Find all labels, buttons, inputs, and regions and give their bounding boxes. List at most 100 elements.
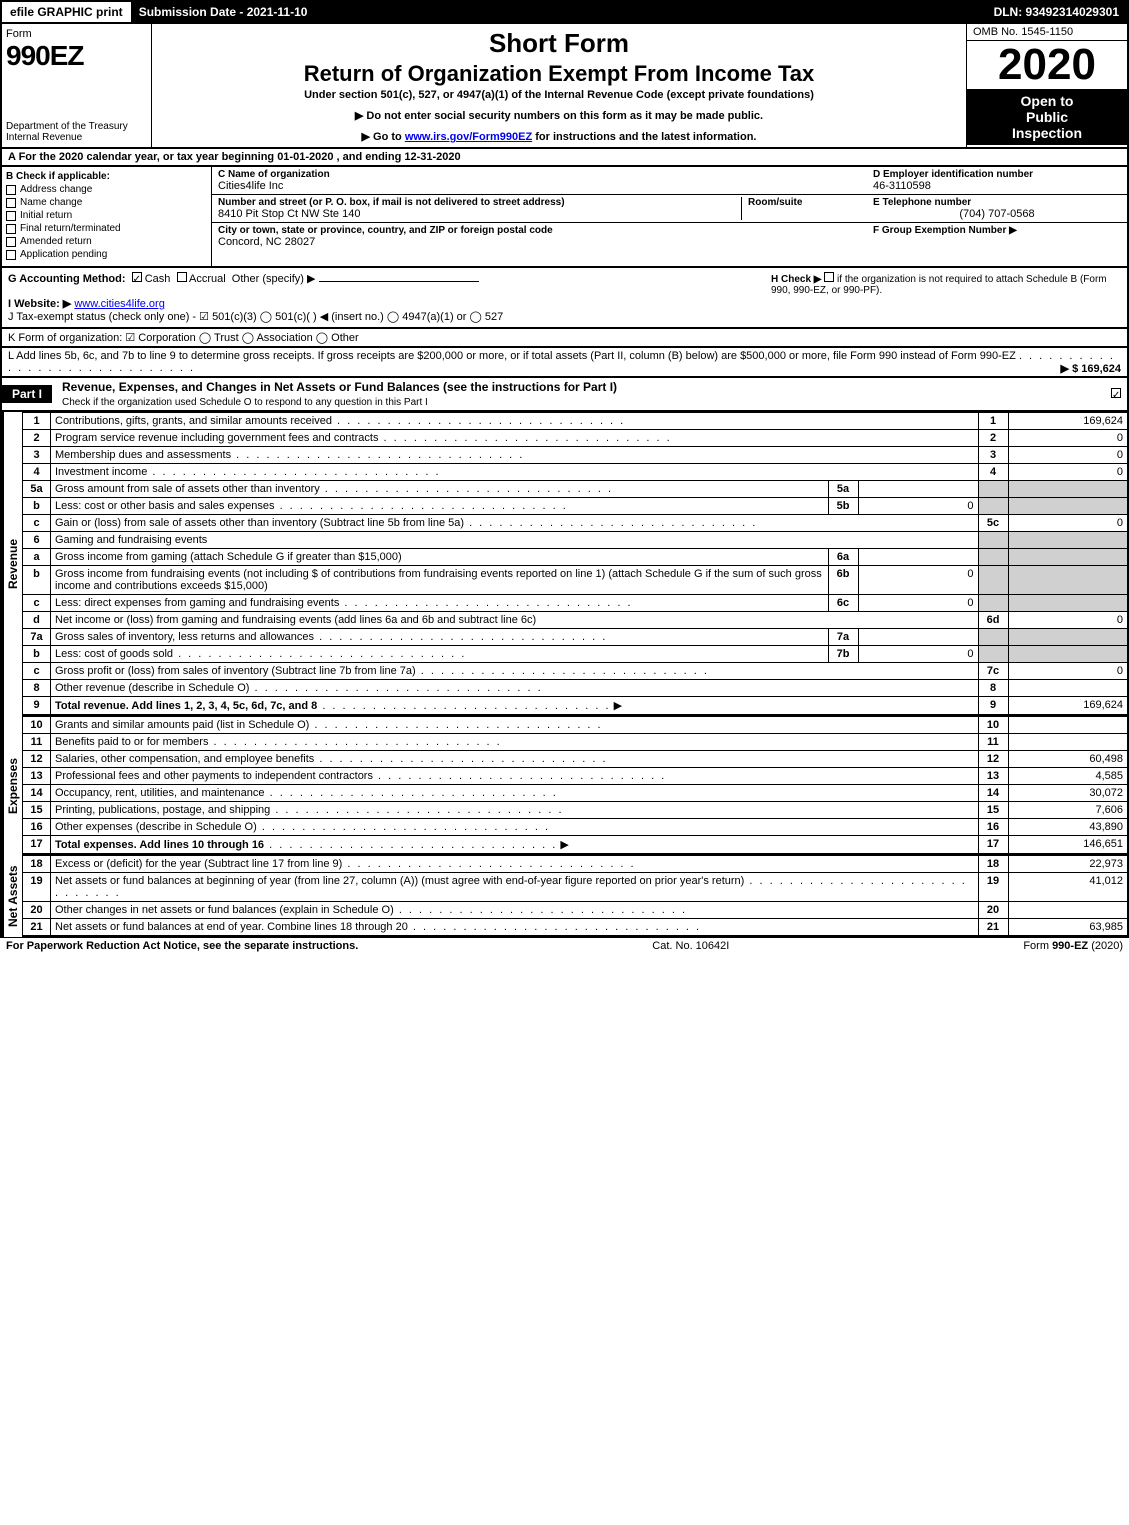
revenue-label: Revenue	[2, 412, 22, 716]
revenue-section: Revenue 1Contributions, gifts, grants, a…	[0, 412, 1129, 716]
line-17: 17Total expenses. Add lines 10 through 1…	[23, 836, 1129, 855]
line-21: 21Net assets or fund balances at end of …	[23, 919, 1129, 937]
chk-schedule-b[interactable]	[824, 272, 834, 282]
label-addr: Number and street (or P. O. box, if mail…	[218, 197, 741, 208]
box-d: D Employer identification number 46-3110…	[867, 167, 1127, 195]
part1-tag: Part I	[2, 385, 52, 403]
row-h: H Check ▶ if the organization is not req…	[761, 272, 1121, 323]
line-7c: cGross profit or (loss) from sales of in…	[23, 663, 1129, 680]
chk-accrual[interactable]	[177, 272, 187, 282]
chk-initial-return[interactable]: Initial return	[6, 210, 207, 221]
open1: Open to	[971, 93, 1123, 109]
submission-date: Submission Date - 2021-11-10	[131, 2, 316, 22]
line-8: 8Other revenue (describe in Schedule O)8	[23, 680, 1129, 697]
line-19: 19Net assets or fund balances at beginni…	[23, 873, 1129, 902]
website-link[interactable]: www.cities4life.org	[74, 298, 164, 310]
info-block: B Check if applicable: Address change Na…	[0, 167, 1129, 268]
addr-row: Number and street (or P. O. box, if mail…	[212, 195, 867, 223]
part1-header: Part I Revenue, Expenses, and Changes in…	[0, 378, 1129, 412]
dept-irs: Internal Revenue	[6, 132, 147, 143]
line-6b: bGross income from fundraising events (n…	[23, 566, 1129, 595]
netassets-label: Net Assets	[2, 855, 22, 937]
form-header: Form 990EZ Department of the Treasury In…	[0, 24, 1129, 149]
netassets-table: 18Excess or (deficit) for the year (Subt…	[22, 855, 1129, 937]
row-g: G Accounting Method: Cash Accrual Other …	[8, 272, 761, 323]
line-6d: dNet income or (loss) from gaming and fu…	[23, 612, 1129, 629]
label-room: Room/suite	[748, 197, 861, 208]
line-18: 18Excess or (deficit) for the year (Subt…	[23, 856, 1129, 873]
row-l-text: L Add lines 5b, 6c, and 7b to line 9 to …	[8, 350, 1016, 362]
line-2: 2Program service revenue including gover…	[23, 430, 1129, 447]
phone-value: (704) 707-0568	[873, 208, 1121, 220]
box-e: E Telephone number (704) 707-0568	[867, 195, 1127, 223]
row-a-calendar-year: A For the 2020 calendar year, or tax yea…	[0, 149, 1129, 167]
box-b-title: B Check if applicable:	[6, 171, 207, 182]
line-5c: cGain or (loss) from sale of assets othe…	[23, 515, 1129, 532]
line-6c: cLess: direct expenses from gaming and f…	[23, 595, 1129, 612]
label-h: H Check ▶	[771, 274, 821, 285]
footer-cat: Cat. No. 10642I	[652, 940, 729, 952]
title-return: Return of Organization Exempt From Incom…	[160, 61, 958, 87]
room-cell: Room/suite	[741, 197, 861, 220]
expenses-section: Expenses 10Grants and similar amounts pa…	[0, 716, 1129, 855]
line-14: 14Occupancy, rent, utilities, and mainte…	[23, 785, 1129, 802]
line-5a: 5aGross amount from sale of assets other…	[23, 481, 1129, 498]
footer-form: Form 990-EZ (2020)	[1023, 940, 1123, 952]
label-accounting: G Accounting Method:	[8, 273, 126, 285]
chk-address-change[interactable]: Address change	[6, 184, 207, 195]
row-k: K Form of organization: ☑ Corporation ◯ …	[0, 329, 1129, 348]
goto-pre: ▶ Go to	[362, 131, 405, 143]
goto-instructions: ▶ Go to www.irs.gov/Form990EZ for instru…	[160, 130, 958, 143]
label-group-exemption: F Group Exemption Number ▶	[873, 225, 1121, 236]
label-website: I Website: ▶	[8, 298, 71, 310]
line-7b: bLess: cost of goods sold7b0	[23, 646, 1129, 663]
line-7a: 7aGross sales of inventory, less returns…	[23, 629, 1129, 646]
row-l: L Add lines 5b, 6c, and 7b to line 9 to …	[0, 348, 1129, 378]
chk-amended-return[interactable]: Amended return	[6, 236, 207, 247]
header-right: OMB No. 1545-1150 2020 Open to Public In…	[967, 24, 1127, 147]
label-ein: D Employer identification number	[873, 169, 1121, 180]
label-city: City or town, state or province, country…	[218, 225, 861, 236]
omb-number: OMB No. 1545-1150	[967, 24, 1127, 41]
open2: Public	[971, 109, 1123, 125]
part1-title: Revenue, Expenses, and Changes in Net As…	[52, 378, 1111, 410]
label-phone: E Telephone number	[873, 197, 1121, 208]
label-other-method: Other (specify) ▶	[232, 273, 316, 285]
line-1: 1Contributions, gifts, grants, and simil…	[23, 413, 1129, 430]
line-13: 13Professional fees and other payments t…	[23, 768, 1129, 785]
label-org-name: C Name of organization	[218, 169, 861, 180]
line-15: 15Printing, publications, postage, and s…	[23, 802, 1129, 819]
expenses-label: Expenses	[2, 716, 22, 855]
chk-name-change[interactable]: Name change	[6, 197, 207, 208]
revenue-table: 1Contributions, gifts, grants, and simil…	[22, 412, 1129, 716]
line-12: 12Salaries, other compensation, and empl…	[23, 751, 1129, 768]
org-address: 8410 Pit Stop Ct NW Ste 140	[218, 208, 741, 220]
warning-ssn: ▶ Do not enter social security numbers o…	[160, 109, 958, 122]
box-c: C Name of organization Cities4life Inc N…	[212, 167, 867, 266]
line-10: 10Grants and similar amounts paid (list …	[23, 717, 1129, 734]
row-l-amount: ▶ $ 169,624	[1061, 362, 1121, 375]
irs-link[interactable]: www.irs.gov/Form990EZ	[405, 131, 532, 143]
part1-schedo: Check if the organization used Schedule …	[62, 397, 428, 408]
line-16: 16Other expenses (describe in Schedule O…	[23, 819, 1129, 836]
tax-year: 2020	[967, 41, 1127, 89]
box-def: D Employer identification number 46-3110…	[867, 167, 1127, 266]
line-6a: aGross income from gaming (attach Schedu…	[23, 549, 1129, 566]
addr-cell: Number and street (or P. O. box, if mail…	[218, 197, 741, 220]
box-b: B Check if applicable: Address change Na…	[2, 167, 212, 266]
line-9: 9Total revenue. Add lines 1, 2, 3, 4, 5c…	[23, 697, 1129, 716]
title-short-form: Short Form	[160, 28, 958, 59]
chk-application-pending[interactable]: Application pending	[6, 249, 207, 260]
efile-print-button[interactable]: efile GRAPHIC print	[2, 2, 131, 22]
line-20: 20Other changes in net assets or fund ba…	[23, 902, 1129, 919]
chk-cash[interactable]	[132, 272, 142, 282]
row-j: J Tax-exempt status (check only one) - ☑…	[8, 311, 503, 323]
ein-value: 46-3110598	[873, 180, 1121, 192]
header-left: Form 990EZ Department of the Treasury In…	[2, 24, 152, 147]
open-to-public: Open to Public Inspection	[967, 89, 1127, 145]
part1-checkbox[interactable]	[1111, 388, 1127, 401]
dept-treasury: Department of the Treasury	[6, 121, 147, 132]
line-5b: bLess: cost or other basis and sales exp…	[23, 498, 1129, 515]
chk-final-return[interactable]: Final return/terminated	[6, 223, 207, 234]
expenses-table: 10Grants and similar amounts paid (list …	[22, 716, 1129, 855]
